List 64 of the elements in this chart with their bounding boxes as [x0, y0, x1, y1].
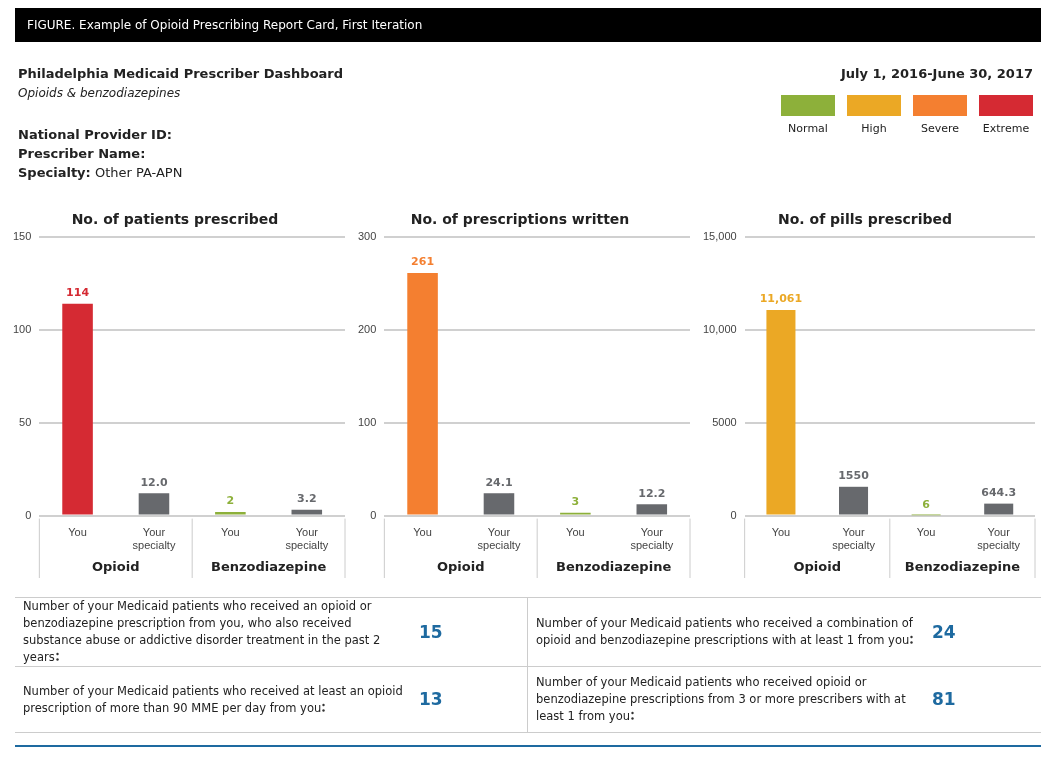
category-label: Number of your Medicaid patients who received opioid or benzodiazepine prescriptions from 3 or more prescribers with at least 1 from you	[536, 675, 906, 723]
x-tick-label: Your specialty	[832, 526, 876, 552]
data-label: 15	[419, 621, 444, 642]
x-tick-label: Your specialty	[285, 526, 329, 552]
data-label: 24.1	[485, 475, 513, 489]
text: National Provider ID:	[18, 127, 172, 142]
y-tick-label: 100	[12, 322, 32, 335]
data-label: 644.3	[981, 485, 1017, 499]
category-label: High	[860, 122, 888, 135]
data-label: 2	[226, 494, 235, 508]
x-tick-label: You	[916, 526, 936, 539]
text: Benzodiazepine	[555, 559, 672, 575]
y-tick-label: 50	[19, 415, 32, 428]
y-tick-label: 5000	[712, 415, 737, 428]
data-label: 24	[932, 621, 957, 642]
text: July 1, 2016-June 30, 2017	[840, 66, 1033, 81]
x-tick-label: You	[566, 526, 585, 539]
y-tick-label: 200	[357, 322, 377, 335]
data-label: 12.2	[638, 486, 666, 500]
x-tick-label: You	[221, 526, 240, 539]
category-label: Number of your Medicaid patients who received a combination of opioid and benzodiazepine prescriptions with at least 1 from you	[536, 616, 913, 647]
y-tick-label: 0	[370, 508, 377, 521]
text: Philadelphia Medicaid Prescriber Dashboard	[18, 66, 344, 81]
text: Opioid	[793, 559, 841, 575]
y-tick-label: 15,000	[702, 229, 737, 242]
category-label: Extreme	[981, 122, 1031, 135]
category-label: Normal	[787, 122, 829, 135]
data-label: 3.2	[297, 492, 317, 506]
data-label: 114	[66, 286, 90, 300]
data-label: 12.0	[140, 475, 168, 489]
data-label: 261	[411, 255, 435, 269]
text: Benzodiazepine	[210, 559, 327, 575]
text: Opioid	[437, 559, 485, 575]
x-tick-label: Your specialty	[477, 526, 521, 552]
y-tick-label: 0	[730, 508, 737, 521]
y-tick-label: 300	[357, 229, 377, 242]
chart-title: No. of pills prescribed	[777, 211, 953, 228]
x-tick-label: You	[771, 526, 791, 539]
y-tick-label: 10,000	[702, 322, 737, 335]
data-label: 6	[922, 497, 931, 511]
x-tick-label: Your specialty	[132, 526, 176, 552]
text: Benzodiazepine	[904, 559, 1021, 575]
x-tick-label: Your specialty	[630, 526, 674, 552]
x-tick-label: You	[413, 526, 432, 539]
category-label: Severe	[919, 122, 961, 135]
category-label: Number of your Medicaid patients who received at least an opioid prescription of more than 90 MME per day from you	[23, 683, 403, 715]
chart-title: No. of prescriptions written	[410, 211, 630, 228]
y-tick-label: 0	[25, 508, 32, 521]
data-label: 3	[571, 495, 580, 509]
data-label: 81	[932, 689, 957, 709]
y-tick-label: 150	[12, 229, 32, 242]
x-tick-label: Your specialty	[977, 526, 1021, 552]
data-label: 13	[419, 689, 444, 709]
y-tick-label: 100	[357, 415, 377, 428]
text: FIGURE. Example of Opioid Prescribing Report Card, First Iteration	[15, 8, 1041, 42]
text: Opioids & benzodiazepines	[18, 86, 181, 100]
text: Opioid	[92, 559, 140, 575]
text: Prescriber Name:	[18, 146, 146, 161]
text: Specialty: Other PA-APN	[18, 165, 183, 180]
chart-title: No. of patients prescribed	[71, 211, 279, 228]
x-tick-label: You	[68, 526, 87, 539]
data-label: 1550	[838, 469, 870, 483]
data-label: 11,061	[759, 292, 803, 306]
category-label: Number of your Medicaid patients who received an opioid or benzodiazepine prescription from you, who also received substance abuse or addictive disorder treatment in the past 2 years	[23, 599, 381, 664]
